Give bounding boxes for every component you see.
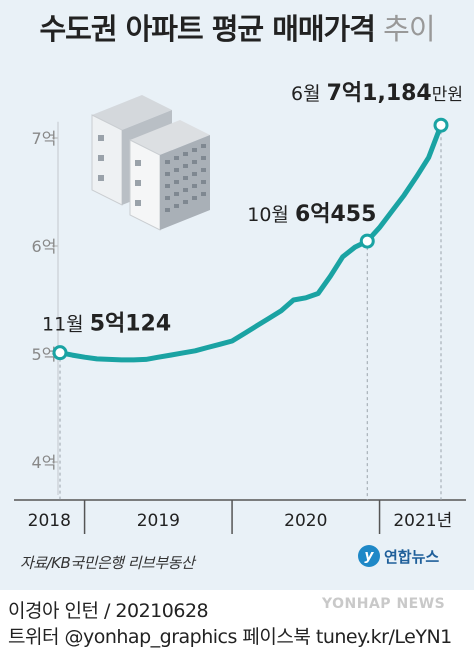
credit-line: 이경아 인턴 / 20210628: [8, 600, 209, 622]
price-series-line: [57, 122, 444, 363]
x-year-label: 2018: [28, 511, 71, 531]
x-year-label: 2021년: [393, 511, 452, 531]
yonhap-logo: y 연합뉴스: [358, 545, 439, 567]
y-tick-label: 6억: [32, 237, 57, 256]
annotation-unit: 만원: [432, 85, 463, 105]
annotation-markers: [52, 117, 449, 361]
apartment-buildings-icon: [91, 95, 210, 231]
annotation-label: 6월 7억1,184만원: [291, 81, 463, 106]
annotation-labels: 11월 5억124 10월 6억455 6월 7억1,184만원: [42, 81, 463, 336]
title-suffix: 추이: [383, 12, 435, 46]
annotation-amount: 7억1,184: [327, 81, 432, 106]
footer: [0, 590, 474, 650]
chart-background: [0, 0, 474, 590]
y-tick-label: 7억: [32, 129, 57, 148]
title-main: 수도권 아파트 평균 매매가격: [39, 12, 375, 46]
annotation-marker: [433, 117, 449, 133]
annotation-amount: 5억124: [90, 312, 171, 337]
annotation-marker: [52, 345, 68, 361]
logo-text: 연합뉴스: [384, 547, 440, 566]
x-year-label: 2020: [284, 511, 327, 531]
x-axis: 2018 2019 2020 2021년: [14, 499, 466, 534]
annotation-label: 10월 6억455: [247, 202, 376, 227]
yonhap-logo-icon: y: [358, 545, 380, 567]
guide-lines: [59, 125, 442, 500]
y-tick-label: 4억: [32, 453, 57, 472]
y-tick-label: 5억: [32, 345, 57, 364]
chart-title: 수도권 아파트 평균 매매가격 추이: [0, 6, 474, 48]
x-year-label: 2019: [137, 511, 180, 531]
annotation-month: 11월: [42, 314, 90, 336]
annotation-month: 10월: [247, 204, 295, 226]
social-line: 트위터 @yonhap_graphics 페이스북 tuney.kr/LeYN1: [8, 626, 452, 648]
annotation-marker: [359, 233, 375, 249]
watermark: YONHAP NEWS: [322, 596, 446, 612]
annotation-label: 11월 5억124: [42, 312, 171, 337]
annotation-month: 6월: [291, 83, 327, 105]
y-axis: 4억 5억 6억 7억: [32, 121, 59, 495]
line-chart: 4억 5억 6억 7억 2018 2019 2020 2021년 11월 5억124 10월 …: [14, 81, 466, 534]
annotation-amount: 6억455: [295, 202, 376, 227]
source-note: 자료/KB국민은행 리브부동산: [20, 554, 195, 572]
